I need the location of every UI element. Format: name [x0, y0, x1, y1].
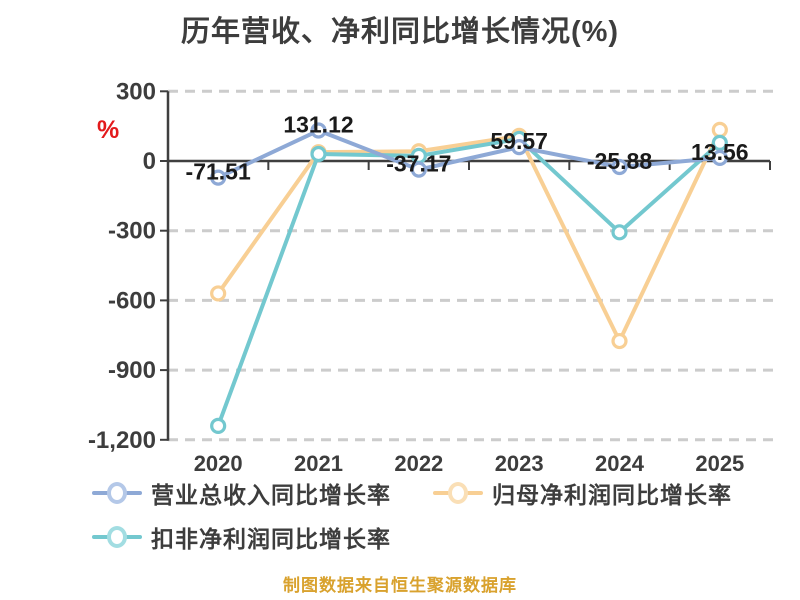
data-point[interactable] — [711, 134, 728, 151]
y-axis-unit-label: % — [97, 116, 120, 144]
x-axis-label: 2022 — [394, 451, 443, 475]
data-point[interactable] — [310, 145, 327, 163]
x-axis-label: 2024 — [595, 451, 645, 475]
data-point[interactable] — [210, 169, 227, 186]
data-point[interactable] — [310, 122, 327, 139]
y-axis-label: -1,200 — [88, 427, 156, 454]
data-point[interactable] — [611, 224, 628, 241]
data-point-label: -71.51 — [186, 159, 251, 185]
legend-item-net-profit-growth[interactable]: 归母净利润同比增长率 — [433, 476, 732, 510]
line-marker-icon — [433, 482, 483, 504]
y-axis-label: -600 — [108, 287, 156, 314]
data-source-note: 制图数据来自恒生聚源数据库 — [283, 576, 517, 595]
data-point[interactable] — [511, 139, 528, 156]
legend-row-1: 营业总收入同比增长率 归母净利润同比增长率 — [92, 478, 772, 508]
data-point[interactable] — [410, 161, 427, 178]
line-marker-icon — [92, 482, 142, 504]
data-point-label: -37.17 — [386, 151, 451, 177]
data-point-label: -25.88 — [587, 148, 652, 174]
legend-item-revenue-growth[interactable]: 营业总收入同比增长率 — [92, 476, 391, 510]
data-point-label: 131.12 — [283, 112, 353, 138]
legend-item-deducted-net-profit-growth[interactable]: 扣非净利润同比增长率 — [92, 520, 391, 554]
x-axis-label: 2025 — [695, 451, 744, 475]
x-axis-label: 2020 — [194, 451, 243, 475]
legend-row-2: 扣非净利润同比增长率 — [92, 522, 772, 552]
y-axis-label: -300 — [108, 218, 156, 245]
legend: 营业总收入同比增长率 归母净利润同比增长率 扣非净利润同比增长率 — [92, 478, 772, 566]
data-point[interactable] — [611, 158, 628, 176]
data-point[interactable] — [210, 285, 227, 302]
line-marker-icon — [92, 526, 142, 548]
data-point[interactable] — [711, 149, 728, 166]
data-point-label: 59.57 — [490, 128, 548, 154]
data-labels: -71.51 131.12 -37.17 59.57 -25.88 13.56 — [186, 112, 749, 185]
data-point[interactable] — [210, 417, 227, 434]
y-axis-label: 0 — [143, 148, 156, 175]
x-axis-label: 2021 — [294, 451, 343, 475]
y-axis-label: -900 — [108, 357, 156, 384]
data-point[interactable] — [711, 121, 728, 138]
x-axis-label: 2023 — [495, 451, 544, 475]
series-line-2 — [216, 136, 722, 428]
series-line-0 — [216, 128, 722, 180]
axes: 300 0 -300 -600 -900 -1,200 2020 2021 2022 2023 20… — [88, 78, 771, 475]
data-point[interactable] — [611, 332, 628, 350]
series-lines — [210, 121, 728, 434]
y-axis-label: 300 — [116, 78, 156, 105]
legend-label: 营业总收入同比增长率 — [151, 482, 391, 508]
series-line-1 — [216, 127, 722, 344]
legend-label: 归母净利润同比增长率 — [492, 482, 732, 508]
chart-title: 历年营收、净利同比增长情况(%) — [180, 16, 620, 48]
line-chart-plot: 300 0 -300 -600 -900 -1,200 2020 2021 2022 2023 20… — [88, 78, 778, 475]
data-point-label: 13.56 — [691, 139, 749, 165]
legend-label: 扣非净利润同比增长率 — [151, 526, 391, 552]
